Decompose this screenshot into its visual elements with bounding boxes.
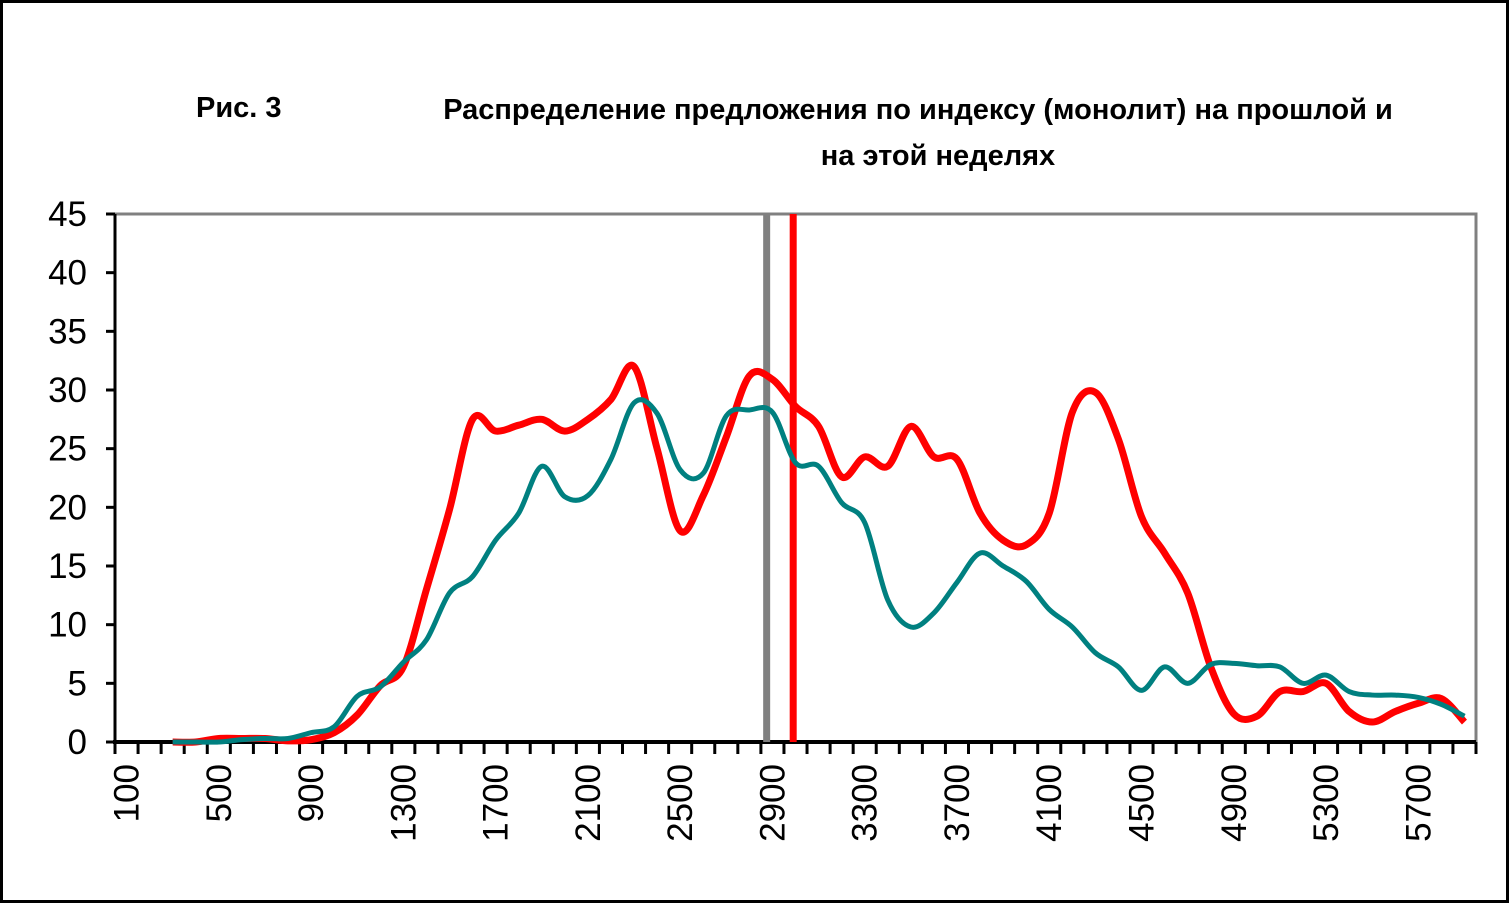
y-tick-label: 5 [68, 664, 87, 703]
y-tick-label: 45 [48, 195, 87, 234]
x-tick-label: 100 [108, 764, 147, 822]
x-tick-label: 2500 [661, 764, 700, 842]
x-tick-label: 4100 [1030, 764, 1069, 842]
x-tick-label: 4500 [1123, 764, 1162, 842]
y-tick-label: 20 [48, 488, 87, 527]
figure-label: Рис. 3 [196, 92, 282, 124]
x-tick-label: 500 [200, 764, 239, 822]
x-tick-label: 1700 [477, 764, 516, 842]
y-tick-label: 25 [48, 430, 87, 469]
y-axis: 0 5 10 15 20 25 30 35 40 45 [48, 195, 117, 762]
y-tick-label: 0 [68, 723, 87, 762]
x-tick-label: 900 [292, 764, 331, 822]
x-tick-label: 3300 [846, 764, 885, 842]
chart-title-line1: Распределение предложения по индексу (мо… [443, 94, 1393, 126]
x-tick-label: 3700 [938, 764, 977, 842]
y-tick-label: 30 [48, 371, 87, 410]
series-lines [172, 361, 1468, 746]
x-tick-label: 2900 [753, 764, 792, 842]
vertical-markers [763, 214, 797, 742]
y-tick-label: 10 [48, 606, 87, 645]
x-tick-label: 2100 [569, 764, 608, 842]
x-axis: 100 500 900 1300 1700 2100 2500 2900 3300 3700 410… [108, 740, 1478, 842]
x-tick-label: 5700 [1399, 764, 1438, 842]
x-tick-label: 5300 [1307, 764, 1346, 842]
chart-title-line2: на этой неделях [821, 140, 1055, 172]
y-tick-label: 40 [48, 254, 87, 293]
red-series-line [172, 361, 1468, 746]
x-tick-label: 1300 [384, 764, 423, 842]
x-tick-label: 4900 [1215, 764, 1254, 842]
y-tick-label: 35 [48, 312, 87, 351]
y-tick-label: 15 [48, 547, 87, 586]
